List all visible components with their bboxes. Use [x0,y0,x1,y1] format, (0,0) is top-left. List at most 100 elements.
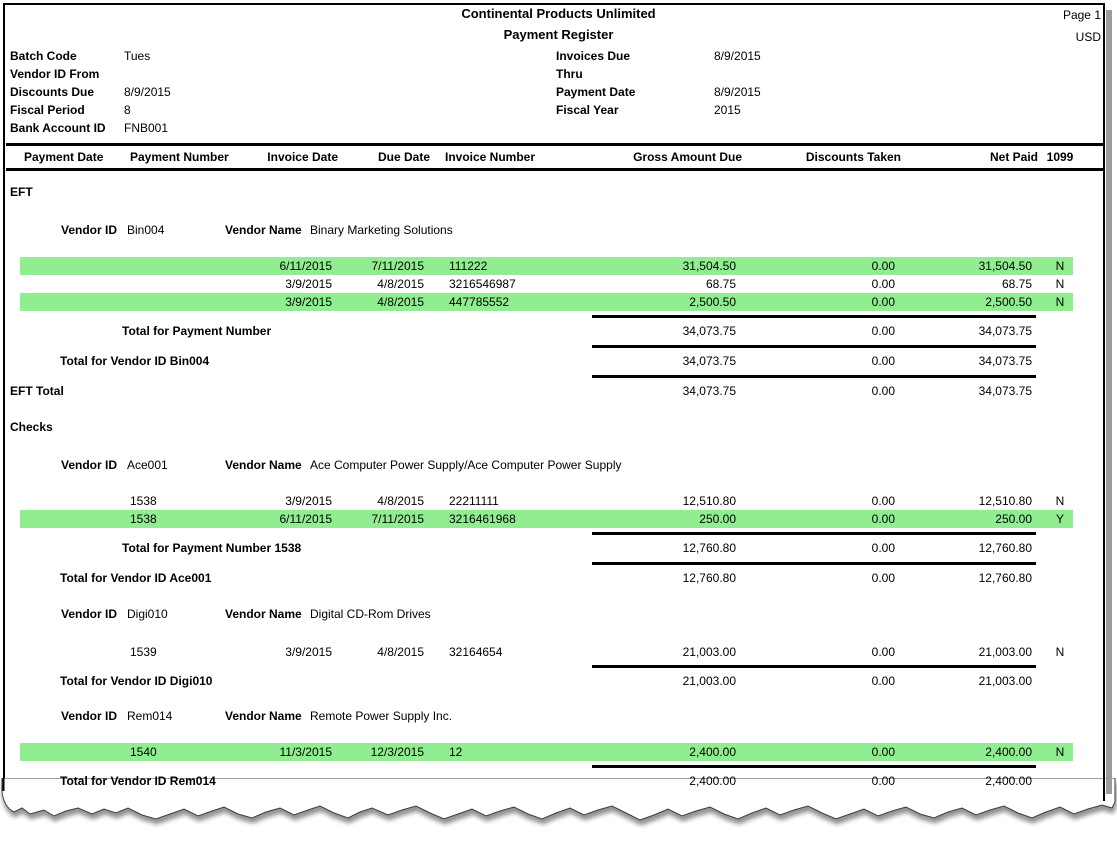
invoice-rows: 1538 3/9/2015 4/8/2015 22211111 12,510.8… [0,492,1117,528]
total-rule [592,765,1036,768]
cell-invoice-number: 3216461968 [449,512,516,526]
col-header-invoice-number: Invoice Number [445,150,536,164]
total-gross: 21,003.00 [682,674,736,688]
cell-gross: 31,504.50 [682,259,736,273]
param-value: 8/9/2015 [714,85,761,99]
page-border-left [3,3,5,780]
cell-1099-flag: N [1055,277,1065,291]
cell-net: 21,003.00 [978,645,1032,659]
col-header-discounts: Discounts Taken [805,150,901,164]
param-value: Tues [124,49,151,63]
vendor-id-label: Vendor ID [61,709,118,723]
col-header-gross-amount: Gross Amount Due [633,150,742,164]
total-net: 2,400.00 [985,774,1032,788]
total-gross: 34,073.75 [682,354,736,368]
cell-discount: 0.00 [871,512,895,526]
section-label-checks: Checks [10,420,53,434]
cell-invoice-number: 12 [449,745,463,759]
cell-1099-flag: Y [1055,512,1064,526]
total-discount: 0.00 [871,384,895,398]
invoice-rows: 1539 3/9/2015 4/8/2015 32164654 21,003.0… [0,643,1117,661]
total-rule [592,375,1036,378]
cell-net: 12,510.80 [978,494,1032,508]
vendor-id-value: Rem014 [127,709,173,723]
param-label: Batch Code [10,49,77,63]
cell-invoice-date: 11/3/2015 [279,745,333,759]
param-label: Fiscal Period [10,103,85,117]
company-title: Continental Products Unlimited [461,6,656,21]
total-discount: 0.00 [871,674,895,688]
vendor-name-value: Binary Marketing Solutions [310,223,453,237]
cell-discount: 0.00 [871,295,895,309]
report-title: Payment Register [503,27,614,42]
cell-payment-number: 1539 [130,645,157,659]
table-row: 6/11/2015 7/11/2015 111222 31,504.50 0.0… [0,257,1117,275]
total-rule [592,345,1036,348]
cell-net: 250.00 [995,512,1032,526]
cell-gross: 21,003.00 [682,645,736,659]
total-rule [592,562,1036,565]
param-value: 8/9/2015 [124,85,171,99]
cell-discount: 0.00 [871,259,895,273]
param-label: Vendor ID From [10,67,100,81]
total-label: Total for Payment Number [122,324,272,338]
cell-invoice-date: 3/9/2015 [285,645,332,659]
cell-gross: 250.00 [699,512,736,526]
param-label: Bank Account ID [10,121,106,135]
cell-1099-flag: N [1055,645,1065,659]
total-net: 34,073.75 [978,384,1032,398]
cell-invoice-number: 32164654 [449,645,503,659]
vendor-id-value: Digi010 [127,607,168,621]
total-label: Total for Vendor ID Digi010 [60,674,213,688]
total-discount: 0.00 [871,324,895,338]
payment-total-row: Total for Payment Number 1538 12,760.80 … [0,539,1117,557]
total-gross: 2,400.00 [689,774,736,788]
payment-total-row: Total for Payment Number 34,073.75 0.00 … [0,322,1117,340]
cell-gross: 68.75 [705,277,736,291]
param-value: 8 [124,103,131,117]
cell-net: 68.75 [1001,277,1032,291]
header-rule-bottom [6,168,1105,171]
page-border-top [3,3,1105,5]
total-net: 12,760.80 [978,571,1032,585]
param-label: Payment Date [556,85,636,99]
total-net: 12,760.80 [978,541,1032,555]
cell-invoice-number: 3216546987 [449,277,516,291]
col-header-payment-number: Payment Number [130,150,229,164]
vendor-id-value: Ace001 [127,458,168,472]
total-net: 34,073.75 [978,354,1032,368]
cell-gross: 12,510.80 [682,494,736,508]
param-value: FNB001 [124,121,169,135]
table-row: 1538 3/9/2015 4/8/2015 22211111 12,510.8… [0,492,1117,510]
vendor-total-row: Total for Vendor ID Ace001 12,760.80 0.0… [0,569,1117,587]
vendor-name-value: Digital CD-Rom Drives [310,607,431,621]
total-discount: 0.00 [871,354,895,368]
param-label: Discounts Due [10,85,95,99]
col-header-due-date: Due Date [377,150,430,164]
cell-gross: 2,400.00 [689,745,736,759]
total-label: Total for Payment Number 1538 [122,541,302,555]
vendor-id-value: Bin004 [127,223,165,237]
cell-discount: 0.00 [871,645,895,659]
cell-due-date: 4/8/2015 [377,645,424,659]
cell-payment-number: 1538 [130,512,157,526]
table-row: 3/9/2015 4/8/2015 3216546987 68.75 0.00 … [0,275,1117,293]
cell-discount: 0.00 [871,277,895,291]
vendor-name-label: Vendor Name [225,607,302,621]
page-shadow-right [1106,10,1112,785]
cell-net: 2,500.50 [985,295,1032,309]
cell-1099-flag: N [1055,745,1065,759]
cell-payment-number: 1538 [130,494,157,508]
currency-code: USD [1075,30,1101,44]
param-label: Thru [556,67,583,81]
table-row: 1538 6/11/2015 7/11/2015 3216461968 250.… [0,510,1117,528]
page-number: Page 1 [1062,8,1101,22]
cell-invoice-date: 3/9/2015 [285,277,332,291]
report-header: Continental Products Unlimited Payment R… [0,0,1117,143]
total-label: Total for Vendor ID Rem014 [60,774,216,788]
total-net: 21,003.00 [978,674,1032,688]
cell-payment-number: 1540 [130,745,157,759]
cell-due-date: 4/8/2015 [377,295,424,309]
param-value: 8/9/2015 [714,49,761,63]
total-gross: 12,760.80 [682,571,736,585]
